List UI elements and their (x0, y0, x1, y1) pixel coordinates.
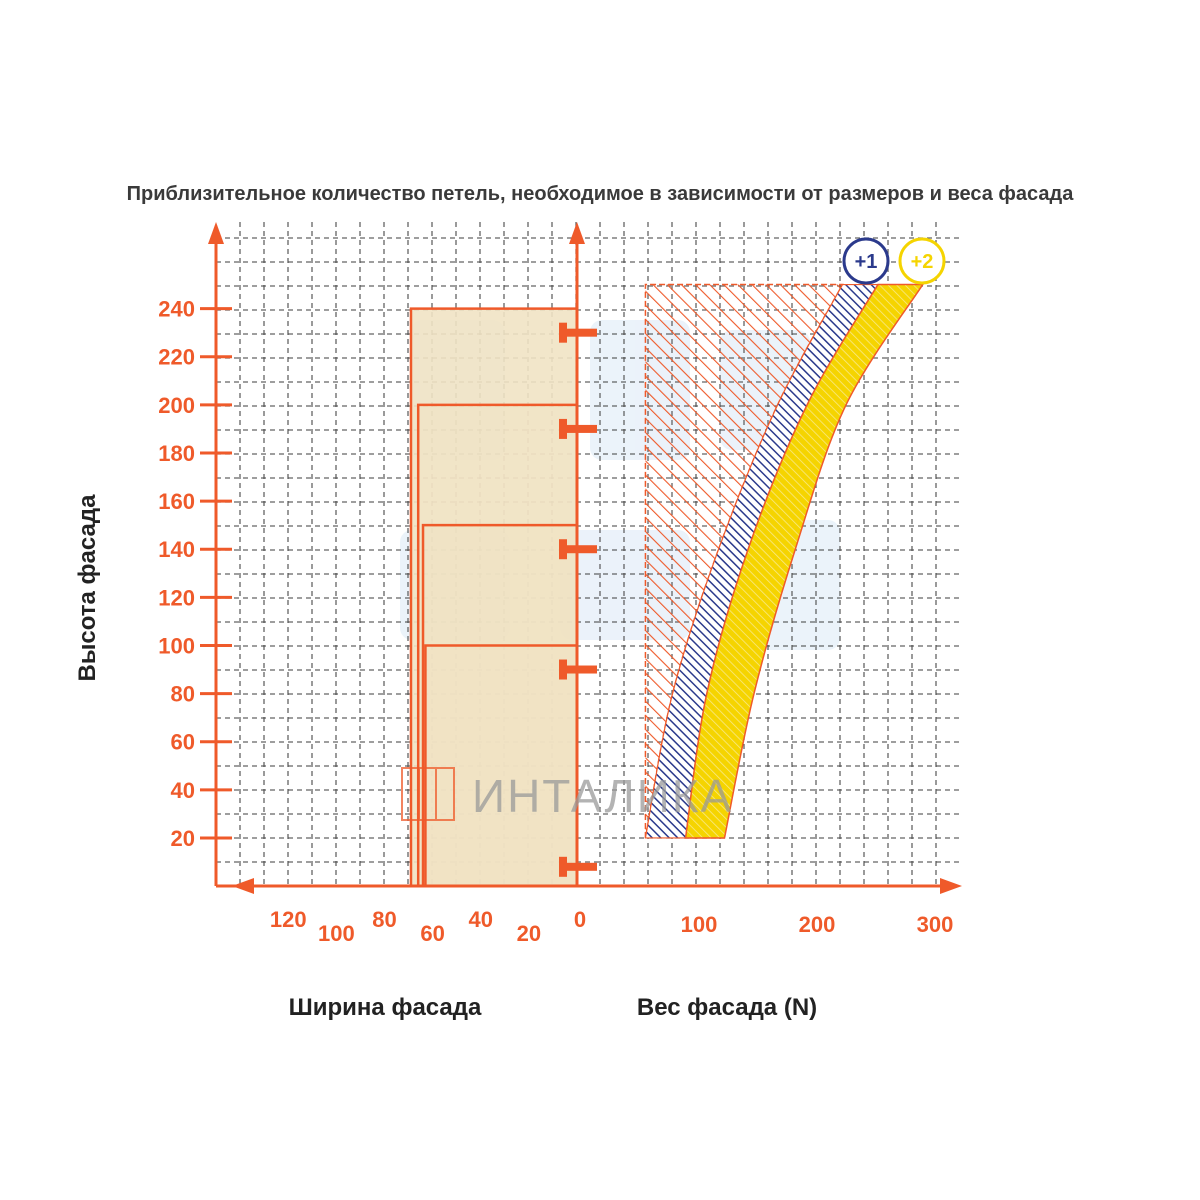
x-tick-label-width: 0 (574, 907, 586, 932)
badge-plus2-circle (898, 237, 946, 285)
x-tick-label-width: 80 (372, 907, 396, 932)
y-tick-label: 60 (171, 730, 195, 755)
hinge-cup (559, 659, 567, 680)
tick-labels: 2040608010012014016018020022024012010080… (158, 297, 953, 946)
arrow-right-icon (940, 878, 962, 894)
x-tick-label-weight: 300 (917, 912, 954, 937)
hinge-arm (567, 424, 597, 433)
y-tick-label: 180 (158, 441, 195, 466)
x-tick-label-weight: 100 (681, 912, 718, 937)
x-axis-title-weight: Вес фасада (N) (637, 994, 817, 1021)
watermark-brand: ИНТАЛИКА (401, 767, 733, 822)
y-axis-title: Высота фасада (74, 494, 101, 682)
badge-plus1: +1 (842, 237, 890, 285)
x-tick-label-width: 120 (270, 907, 307, 932)
watermark-text: ИНТАЛИКА (472, 770, 733, 822)
x-axis-title-width: Ширина фасада (289, 994, 482, 1021)
y-tick-label: 20 (171, 826, 195, 851)
wardrobe-logo-icon (401, 767, 455, 821)
badge-plus2-label: +2 (911, 251, 934, 273)
y-tick-label: 200 (158, 393, 195, 418)
arrow-up-icon (569, 222, 585, 244)
badge-plus2: +2 (898, 237, 946, 285)
x-tick-label-weight: 200 (799, 912, 836, 937)
y-tick-label: 40 (171, 778, 195, 803)
hinge-icon (559, 539, 597, 560)
weight-regions (644, 283, 925, 839)
hinge-arm (567, 328, 597, 337)
x-tick-label-width: 60 (420, 921, 444, 946)
hinge-cup (559, 856, 567, 877)
region-plus2 (684, 283, 925, 839)
hinge-arm (567, 665, 597, 674)
door-outline-2-hinges (424, 644, 577, 886)
y-tick-label: 240 (158, 297, 195, 322)
badge-plus1-label: +1 (855, 251, 878, 273)
hinge-arm (567, 862, 597, 871)
hinge-icon (559, 659, 597, 680)
badge-plus1-circle (842, 237, 890, 285)
y-tick-label: 160 (158, 489, 195, 514)
hinge-icon (559, 322, 597, 343)
y-tick-label: 140 (158, 537, 195, 562)
door-fill (425, 645, 577, 886)
hinge-cup (559, 539, 567, 560)
x-tick-label-width: 40 (469, 907, 493, 932)
y-tick-label: 220 (158, 345, 195, 370)
arrow-left-icon (232, 878, 254, 894)
y-tick-label: 100 (158, 633, 195, 658)
y-tick-label: 120 (158, 585, 195, 610)
y-tick-label: 80 (171, 682, 195, 707)
axes (208, 222, 962, 894)
hinge-cup (559, 322, 567, 343)
hinge-icon (559, 856, 597, 877)
door-outline-4-hinges (416, 403, 577, 886)
hinge-arm (567, 545, 597, 554)
arrow-up-icon (208, 222, 224, 244)
x-tick-label-width: 100 (318, 921, 355, 946)
x-tick-label-width: 20 (517, 921, 541, 946)
hinge-icon (559, 418, 597, 439)
door-fill (423, 525, 577, 886)
door-diagram (409, 307, 597, 886)
hinge-cup (559, 418, 567, 439)
chart-title: Приблизительное количество петель, необх… (127, 183, 1075, 205)
door-outline-3-hinges (421, 523, 577, 886)
door-outline-5-hinges (409, 307, 577, 886)
